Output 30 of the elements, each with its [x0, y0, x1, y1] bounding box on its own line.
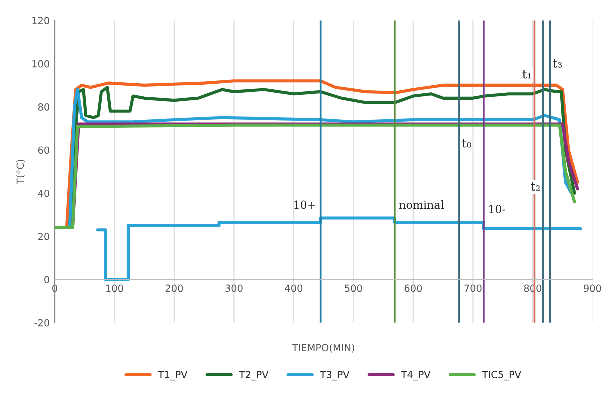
annotation: 10+: [294, 200, 316, 210]
legend-label: TIC5_PV: [482, 371, 522, 381]
x-tick-label: 500: [345, 284, 362, 292]
x-tick-label: 400: [285, 284, 303, 292]
ref-line-label: t₁: [522, 70, 532, 79]
y-tick-label: 80: [38, 104, 50, 111]
y-axis-title: T(°C): [16, 160, 26, 184]
y-tick-label: 0: [44, 276, 50, 284]
x-tick-label: 200: [166, 284, 184, 292]
x-tick-label: 600: [404, 284, 422, 292]
ref-line-label: t₂: [531, 182, 540, 191]
annotation: nominal: [399, 200, 444, 210]
legend-label: T2_PV: [239, 371, 269, 381]
y-tick-label: 40: [38, 190, 50, 198]
y-tick-label: 20: [38, 233, 50, 240]
x-tick-label: 900: [584, 284, 602, 292]
x-axis-title: TIEMPO(MIN): [292, 344, 354, 353]
y-tick-label: 100: [32, 60, 50, 68]
x-tick-label: 300: [226, 284, 243, 292]
y-tick-label: 120: [32, 17, 50, 25]
legend-label: T3_PV: [320, 371, 350, 381]
x-tick-label: 700: [464, 284, 482, 292]
legend-label: T4_PV: [401, 371, 431, 381]
ref-line-label: t₃: [553, 59, 562, 68]
y-tick-label: 60: [38, 146, 50, 154]
y-tick-label: -20: [34, 319, 50, 327]
legend-label: T1_PV: [158, 371, 188, 381]
annotation: 10-: [489, 205, 506, 214]
x-tick-label: 100: [106, 284, 124, 292]
ref-line-label: t₀: [462, 139, 472, 148]
